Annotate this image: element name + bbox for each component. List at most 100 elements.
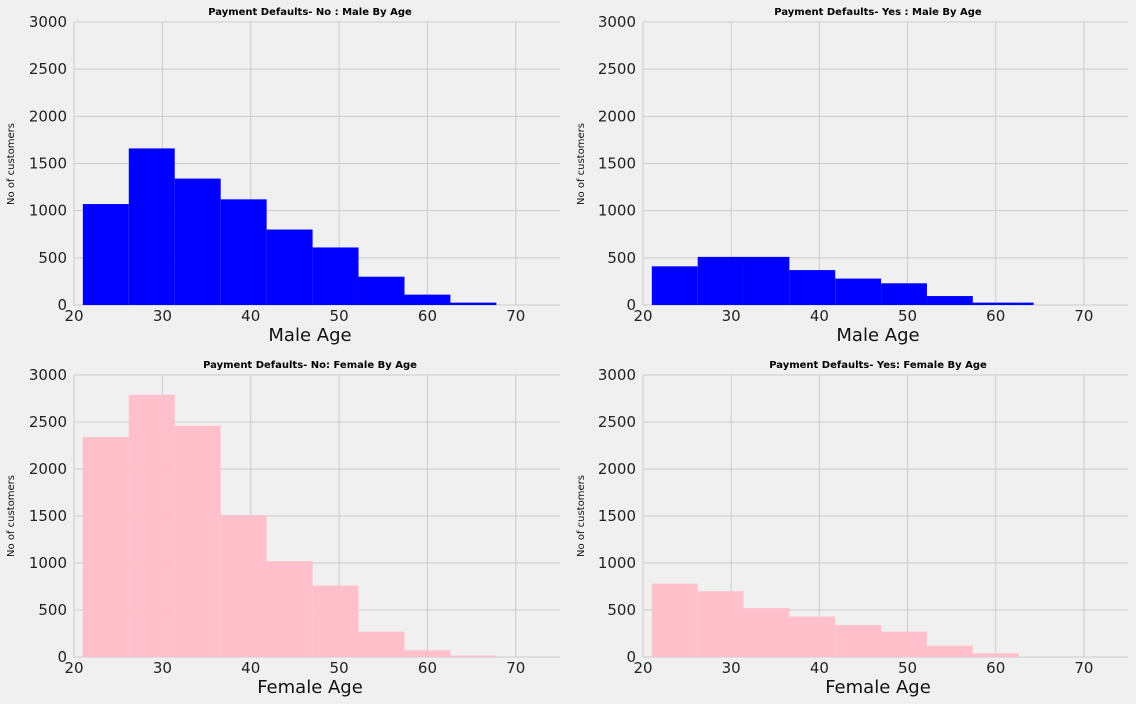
x-tick-label: 20 xyxy=(633,659,652,677)
y-tick-label: 500 xyxy=(607,601,636,619)
y-tick-label: 0 xyxy=(57,296,67,314)
y-tick-label: 1000 xyxy=(598,554,636,572)
y-tick-label: 500 xyxy=(38,249,67,267)
histogram-bar xyxy=(174,425,221,657)
x-axis-label: Male Age xyxy=(268,325,351,346)
y-tick-label: 1500 xyxy=(29,155,67,173)
x-tick-label: 30 xyxy=(153,659,172,677)
x-tick-label: 60 xyxy=(418,307,437,325)
histogram-bars xyxy=(82,394,497,657)
histogram-bar xyxy=(743,256,790,305)
y-tick-label: 0 xyxy=(626,648,636,666)
x-tick-label: 40 xyxy=(810,659,829,677)
y-tick-label: 2500 xyxy=(598,413,636,431)
histogram-bar xyxy=(450,655,497,657)
tick-labels: 0 500 1000 1500 2000 2500 3000 20 30 40 50 60 70 xyxy=(598,366,1094,677)
histogram-bar xyxy=(789,616,836,657)
x-axis-label: Female Age xyxy=(257,677,363,698)
y-tick-label: 0 xyxy=(57,648,67,666)
y-tick-label: 2500 xyxy=(29,60,67,78)
y-tick-label: 2000 xyxy=(598,107,636,125)
x-tick-label: 30 xyxy=(722,659,741,677)
x-tick-label: 70 xyxy=(1074,659,1093,677)
histogram-bar xyxy=(1018,302,1034,305)
histogram-bars xyxy=(651,256,1034,305)
chart-title: Payment Defaults- Yes : Male By Age xyxy=(774,7,982,18)
y-tick-label: 2000 xyxy=(29,107,67,125)
x-tick-label: 60 xyxy=(986,659,1005,677)
y-tick-label: 2000 xyxy=(29,460,67,478)
histogram-bar xyxy=(450,302,497,305)
x-tick-label: 60 xyxy=(418,659,437,677)
y-axis-label: No of customers xyxy=(576,475,587,557)
histogram-bar xyxy=(972,302,1019,305)
x-tick-label: 40 xyxy=(810,307,829,325)
histogram-bar xyxy=(404,294,451,305)
histogram-bars xyxy=(651,583,1019,657)
histogram-bar xyxy=(128,394,175,657)
panel-female-no-default: 0 500 1000 1500 2000 2500 3000 20 30 40 50 60 70 Pay… xyxy=(6,360,560,698)
y-tick-label: 1000 xyxy=(29,554,67,572)
histogram-bar xyxy=(881,283,927,305)
histogram-bar xyxy=(82,204,129,305)
y-tick-label: 3000 xyxy=(598,366,636,384)
y-tick-label: 1000 xyxy=(29,202,67,220)
x-tick-label: 40 xyxy=(241,659,260,677)
chart-title: Payment Defaults- Yes: Female By Age xyxy=(769,360,987,371)
histogram-bar xyxy=(881,631,927,657)
x-tick-label: 50 xyxy=(898,659,917,677)
panel-male-default: 0 500 1000 1500 2000 2500 3000 20 30 40 50 60 70 Pay… xyxy=(576,7,1128,346)
y-tick-label: 2500 xyxy=(29,413,67,431)
x-axis-label: Female Age xyxy=(825,677,931,698)
y-tick-label: 3000 xyxy=(29,13,67,31)
y-tick-label: 1500 xyxy=(29,507,67,525)
histogram-bar xyxy=(651,266,698,305)
panel-male-no-default: 0 500 1000 1500 2000 2500 3000 20 30 40 50 60 70 Pay… xyxy=(6,7,560,346)
y-axis-label: No of customers xyxy=(576,123,587,205)
histogram-bar xyxy=(174,178,221,305)
tick-labels: 0 500 1000 1500 2000 2500 3000 20 30 40 50 60 70 xyxy=(29,13,526,325)
y-tick-label: 2500 xyxy=(598,60,636,78)
histogram-bar xyxy=(358,276,405,305)
histogram-bar xyxy=(128,148,175,305)
histogram-bars xyxy=(82,148,497,305)
histogram-bar xyxy=(926,296,973,305)
x-tick-label: 70 xyxy=(506,659,525,677)
y-tick-label: 1000 xyxy=(598,202,636,220)
y-tick-label: 2000 xyxy=(598,460,636,478)
histogram-bar xyxy=(404,650,451,657)
histogram-bar xyxy=(220,515,267,657)
x-tick-label: 20 xyxy=(64,659,83,677)
histogram-bar xyxy=(266,229,313,305)
x-tick-label: 50 xyxy=(330,659,349,677)
chart-title: Payment Defaults- No: Female By Age xyxy=(203,360,417,371)
x-tick-label: 30 xyxy=(722,307,741,325)
histogram-bar xyxy=(697,591,744,657)
tick-labels: 0 500 1000 1500 2000 2500 3000 20 30 40 50 60 70 xyxy=(598,13,1094,325)
x-tick-label: 40 xyxy=(241,307,260,325)
x-tick-label: 70 xyxy=(1074,307,1093,325)
histogram-bar xyxy=(220,199,267,305)
histogram-bar xyxy=(926,645,973,657)
y-tick-label: 1500 xyxy=(598,155,636,173)
y-tick-label: 0 xyxy=(626,296,636,314)
y-tick-label: 500 xyxy=(607,249,636,267)
x-axis-label: Male Age xyxy=(836,325,919,346)
y-tick-label: 1500 xyxy=(598,507,636,525)
y-tick-label: 3000 xyxy=(598,13,636,31)
x-tick-label: 20 xyxy=(633,307,652,325)
histogram-bar xyxy=(312,247,359,305)
histogram-bar xyxy=(312,585,359,657)
histogram-bar xyxy=(82,437,129,657)
x-tick-label: 30 xyxy=(153,307,172,325)
histogram-bar xyxy=(835,625,882,657)
histogram-bar xyxy=(697,256,744,305)
histogram-bar xyxy=(358,631,405,657)
x-tick-label: 20 xyxy=(64,307,83,325)
histogram-bar xyxy=(651,583,698,657)
histogram-bar xyxy=(835,278,882,305)
x-tick-label: 60 xyxy=(986,307,1005,325)
x-tick-label: 50 xyxy=(898,307,917,325)
histogram-bar xyxy=(789,270,836,305)
